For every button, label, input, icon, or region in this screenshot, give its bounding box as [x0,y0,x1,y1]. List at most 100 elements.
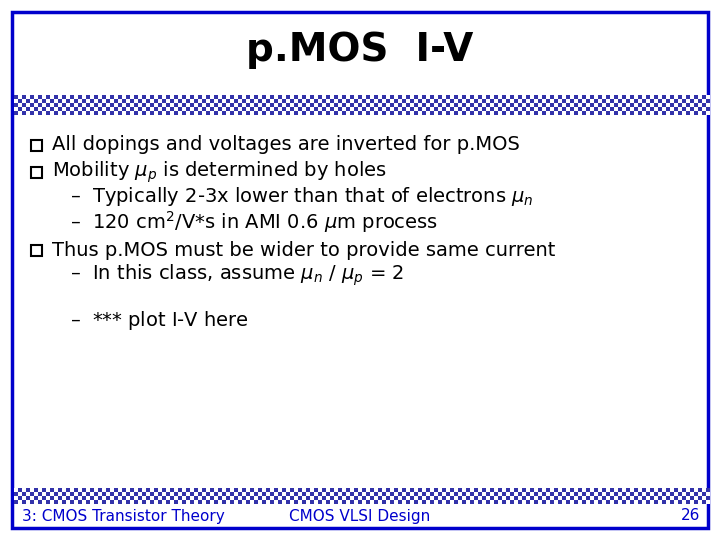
Bar [622,103,626,107]
Bar [414,103,418,107]
Bar [106,99,110,103]
Bar [86,488,90,492]
Bar [618,488,622,492]
Bar [410,500,414,504]
Bar [306,500,310,504]
Bar [254,500,258,504]
Bar [702,500,706,504]
Bar [110,500,114,504]
Bar [706,492,710,496]
Bar [490,492,494,496]
Bar [194,95,198,99]
Text: All dopings and voltages are inverted for p.MOS: All dopings and voltages are inverted fo… [52,136,520,154]
Bar [154,99,158,103]
Bar [394,492,398,496]
Bar [626,95,630,99]
Bar [550,496,554,500]
Bar [94,111,98,115]
Bar [198,492,202,496]
Bar [690,111,694,115]
Bar [46,111,50,115]
Bar [510,103,514,107]
Bar [298,95,302,99]
Bar [50,95,54,99]
Bar [90,99,94,103]
Bar [406,496,410,500]
Bar [50,488,54,492]
Bar [674,496,678,500]
Bar [186,95,190,99]
Bar [374,107,378,111]
Bar [90,103,94,107]
Bar [702,107,706,111]
Bar [114,488,118,492]
Bar [242,111,246,115]
Bar [110,492,114,496]
Bar [334,103,338,107]
Bar [422,111,426,115]
Bar [434,492,438,496]
Bar [406,95,410,99]
Bar [370,500,374,504]
Bar [478,95,482,99]
Bar [162,496,166,500]
Bar [58,107,62,111]
Bar [694,492,698,496]
Bar [150,95,154,99]
Bar [250,496,254,500]
Bar [234,95,238,99]
Bar [546,99,550,103]
Text: CMOS VLSI Design: CMOS VLSI Design [289,509,431,523]
Bar [142,95,146,99]
Bar [18,95,22,99]
Bar [238,107,242,111]
Bar [266,488,270,492]
Bar [450,95,454,99]
Bar [214,496,218,500]
Bar [346,492,350,496]
Bar [618,103,622,107]
Bar [690,500,694,504]
Bar [50,107,54,111]
Bar [482,500,486,504]
Bar [686,500,690,504]
Bar [266,99,270,103]
Bar [178,103,182,107]
Bar [678,95,682,99]
Bar [634,99,638,103]
Bar [42,107,46,111]
Bar [282,99,286,103]
Bar [246,99,250,103]
Bar [522,500,526,504]
Bar [598,488,602,492]
Bar [50,500,54,504]
Bar [582,99,586,103]
Bar [658,107,662,111]
Bar [42,492,46,496]
Bar [318,99,322,103]
Bar [226,99,230,103]
Bar [146,488,150,492]
Bar [514,500,518,504]
Bar [410,99,414,103]
Bar [310,95,314,99]
Bar [174,107,178,111]
Bar [258,488,262,492]
Bar [546,496,550,500]
Bar [294,95,298,99]
Bar [514,488,518,492]
Bar [426,103,430,107]
Bar [102,496,106,500]
Bar [58,496,62,500]
Bar [626,488,630,492]
Bar [646,496,650,500]
Bar [198,95,202,99]
Bar [186,488,190,492]
Bar [350,111,354,115]
Bar [414,500,418,504]
Bar [382,492,386,496]
Bar [334,492,338,496]
Bar [678,103,682,107]
Bar [410,103,414,107]
Bar [574,500,578,504]
